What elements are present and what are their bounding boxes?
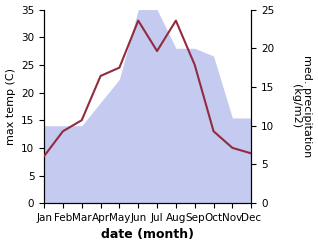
Y-axis label: max temp (C): max temp (C) — [5, 68, 16, 145]
Y-axis label: med. precipitation
(kg/m2): med. precipitation (kg/m2) — [291, 55, 313, 158]
X-axis label: date (month): date (month) — [101, 228, 194, 242]
